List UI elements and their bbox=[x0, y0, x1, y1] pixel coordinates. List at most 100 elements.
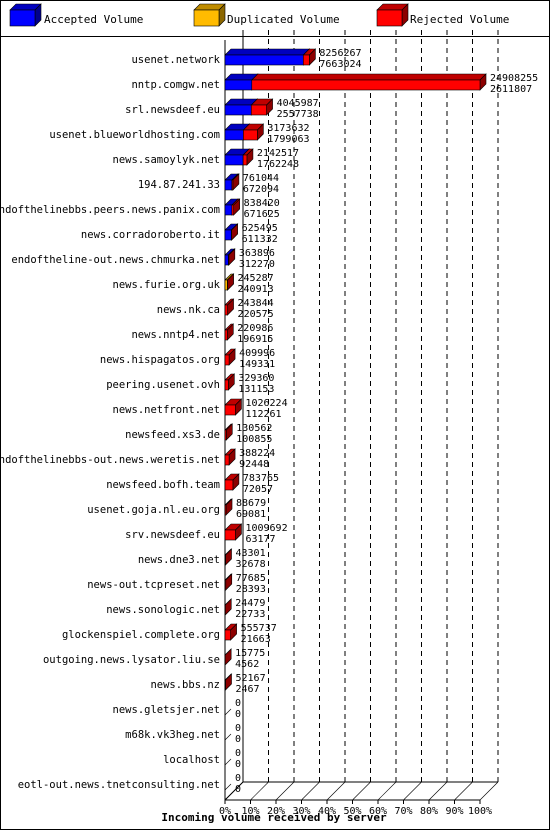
rejected-bar bbox=[226, 273, 235, 291]
server-label: localhost bbox=[163, 754, 220, 766]
total-volume-label: 0 bbox=[235, 723, 241, 734]
x-tick-label: 60% bbox=[369, 806, 387, 817]
tick-depth bbox=[454, 781, 473, 801]
server-label: news.gletsjer.net bbox=[113, 704, 220, 716]
accepted-volume-label: 100855 bbox=[236, 434, 272, 445]
total-volume-label: 130562 bbox=[236, 423, 272, 434]
server-label: news.corradoroberto.it bbox=[81, 229, 220, 241]
accepted-volume-label: 72057 bbox=[243, 484, 273, 495]
legend-duplicated-swatch bbox=[193, 3, 226, 27]
rejected-bar bbox=[224, 423, 233, 441]
server-label: eotl-out.news.tnetconsulting.net bbox=[18, 779, 220, 791]
bar-row: m68k.vk3heg.net 00 bbox=[125, 723, 241, 745]
accepted-volume-label: 112261 bbox=[245, 409, 281, 420]
server-label: usenet.blueworldhosting.com bbox=[49, 129, 220, 141]
accepted-volume-label: 28393 bbox=[236, 584, 266, 595]
total-volume-label: 245287 bbox=[238, 273, 274, 284]
legend-accepted-label: Accepted Volume bbox=[44, 13, 143, 26]
total-volume-label: 625495 bbox=[242, 223, 278, 234]
server-label: news-out.tcpreset.net bbox=[87, 579, 220, 591]
x-tick-label: 50% bbox=[343, 806, 361, 817]
empty-bar bbox=[224, 708, 232, 716]
tick-depth bbox=[301, 781, 320, 801]
accepted-volume-label: 1762248 bbox=[257, 159, 299, 170]
tick-depth bbox=[428, 781, 448, 801]
rejected-bar bbox=[224, 298, 235, 316]
accepted-volume-label: 2611807 bbox=[490, 84, 532, 95]
x-tick-label: 0% bbox=[219, 806, 231, 817]
total-volume-label: 15775 bbox=[235, 648, 265, 659]
bar-row: endofthelinebbs-out.news.weretis.net 3882… bbox=[0, 448, 275, 470]
rejected-bar bbox=[224, 448, 236, 466]
server-label: m68k.vk3heg.net bbox=[125, 729, 220, 741]
server-label: news.sonologic.net bbox=[106, 604, 220, 616]
server-label: news.furie.org.uk bbox=[113, 279, 221, 291]
total-volume-label: 24908255 bbox=[490, 73, 538, 84]
tick-depth bbox=[377, 781, 397, 801]
server-label: news.hispagatos.org bbox=[100, 354, 220, 366]
accepted-volume-label: 149331 bbox=[239, 359, 275, 370]
accepted-volume-label: 1799063 bbox=[267, 134, 309, 145]
rejected-bar bbox=[224, 648, 232, 666]
total-volume-label: 1026224 bbox=[245, 398, 287, 409]
server-label: news.bbs.nz bbox=[150, 679, 220, 691]
server-label: srl.newsdeef.eu bbox=[125, 104, 220, 116]
tick-depth bbox=[352, 781, 371, 801]
rejected-bar bbox=[224, 598, 232, 616]
server-label: news.nntp4.net bbox=[131, 329, 220, 341]
accepted-volume-label: 0 bbox=[235, 709, 241, 720]
accepted-volume-label: 672094 bbox=[243, 184, 279, 195]
x-tick-label: 90% bbox=[445, 806, 463, 817]
accepted-volume-label: 611332 bbox=[242, 234, 278, 245]
total-volume-label: 388224 bbox=[239, 448, 275, 459]
total-volume-label: 24479 bbox=[235, 598, 265, 609]
accepted-bar bbox=[224, 48, 311, 66]
rejected-bar bbox=[224, 398, 243, 416]
total-volume-label: 3173632 bbox=[267, 123, 309, 134]
legend-accepted-box bbox=[9, 3, 42, 27]
total-volume-label: 409996 bbox=[239, 348, 275, 359]
accepted-volume-label: 312270 bbox=[239, 259, 275, 270]
total-volume-label: 1009692 bbox=[245, 523, 287, 534]
bar-row: usenet.blueworldhosting.com 3173632179906… bbox=[49, 123, 309, 145]
accepted-volume-label: 0 bbox=[235, 734, 241, 745]
rejected-bar bbox=[224, 473, 240, 491]
accepted-volume-label: 196915 bbox=[237, 334, 273, 345]
legend-rejected-box bbox=[376, 3, 409, 27]
total-volume-label: 8256267 bbox=[319, 48, 361, 59]
accepted-volume-label: 2557738 bbox=[277, 109, 319, 120]
server-label: endofthelinebbs.peers.news.panix.com bbox=[0, 204, 220, 216]
accepted-volume-label: 21663 bbox=[241, 634, 271, 645]
bar-row: endoftheline-out.news.chmurka.net 3638963… bbox=[11, 248, 275, 270]
total-volume-label: 329360 bbox=[238, 373, 274, 384]
accepted-volume-label: 63177 bbox=[245, 534, 275, 545]
legend-accepted: Accepted Volume bbox=[9, 3, 143, 27]
empty-bar bbox=[224, 733, 232, 741]
total-volume-label: 783765 bbox=[243, 473, 279, 484]
server-label: srv.newsdeef.eu bbox=[125, 529, 220, 541]
rejected-bar bbox=[227, 248, 236, 266]
accepted-volume-label: 92448 bbox=[239, 459, 269, 470]
total-volume-label: 2142517 bbox=[257, 148, 299, 159]
accepted-volume-label: 220575 bbox=[238, 309, 274, 320]
legend-rejected-label: Rejected Volume bbox=[410, 13, 509, 26]
accepted-volume-label: 4562 bbox=[235, 659, 259, 670]
empty-bar bbox=[224, 783, 232, 791]
total-volume-label: 43301 bbox=[236, 548, 266, 559]
plot-area: 0% 10% 20% 30% 40% 50% 60% 70% 80% 90% 100% usenet… bbox=[0, 30, 538, 817]
x-tick-label: 20% bbox=[267, 806, 285, 817]
legend-duplicated-label: Duplicated Volume bbox=[227, 13, 340, 26]
rejected-bar bbox=[230, 223, 239, 241]
